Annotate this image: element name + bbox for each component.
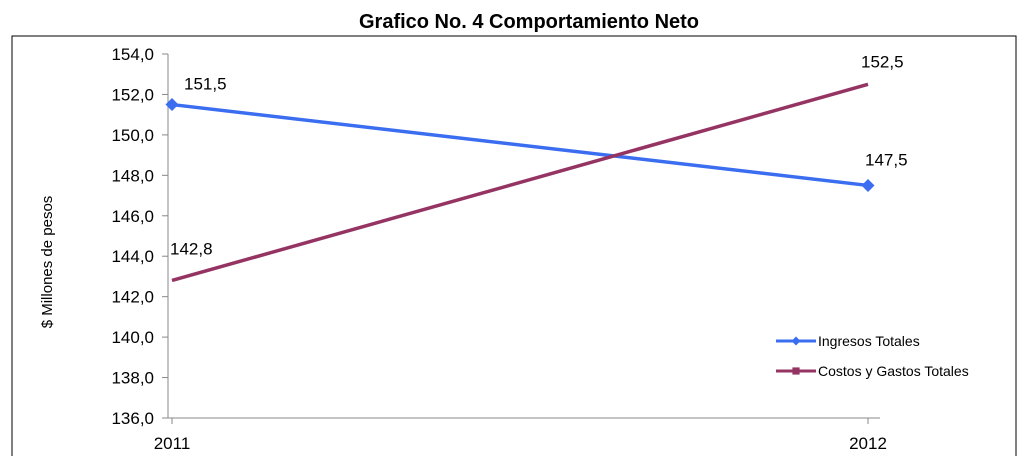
legend-swatch-marker [792,367,800,375]
legend-label: Ingresos Totales [818,333,920,349]
data-label: 152,5 [861,52,904,71]
y-tick-label: 144,0 [111,247,154,266]
y-tick-label: 146,0 [111,207,154,226]
data-point-marker [165,98,179,112]
x-tick-label: 2012 [849,434,887,453]
x-axis-ticks: 2011 2012 [154,418,887,453]
y-tick-label: 152,0 [111,85,154,104]
legend: Ingresos Totales Costos y Gastos Totales [776,333,969,379]
series-line-2 [171,82,869,283]
y-tick-label: 148,0 [111,166,154,185]
y-axis-label: $ Millones de pesos [39,196,56,329]
series-lines [165,82,875,283]
data-label: 147,5 [865,150,908,169]
y-tick-label: 136,0 [111,409,154,428]
y-axis-ticks: 136,0 138,0 140,0 142,0 144,0 146,0 148,0 150,0… [111,45,168,428]
chart-title: Grafico No. 4 Comportamiento Neto [359,11,699,33]
data-labels: 151,5 147,5 142,8 152,5 [170,52,908,258]
series-line-1 [171,102,869,188]
y-tick-label: 138,0 [111,369,154,388]
y-tick-label: 150,0 [111,126,154,145]
data-label: 142,8 [170,239,213,258]
y-tick-label: 142,0 [111,288,154,307]
x-tick-label: 2011 [154,434,191,453]
data-point-marker [861,178,875,192]
data-label: 151,5 [184,75,227,94]
y-tick-label: 140,0 [111,328,154,347]
legend-swatch-marker [791,336,801,346]
chart-frame [11,35,1017,456]
y-tick-label: 154,0 [111,45,154,64]
legend-label: Costos y Gastos Totales [818,363,969,379]
